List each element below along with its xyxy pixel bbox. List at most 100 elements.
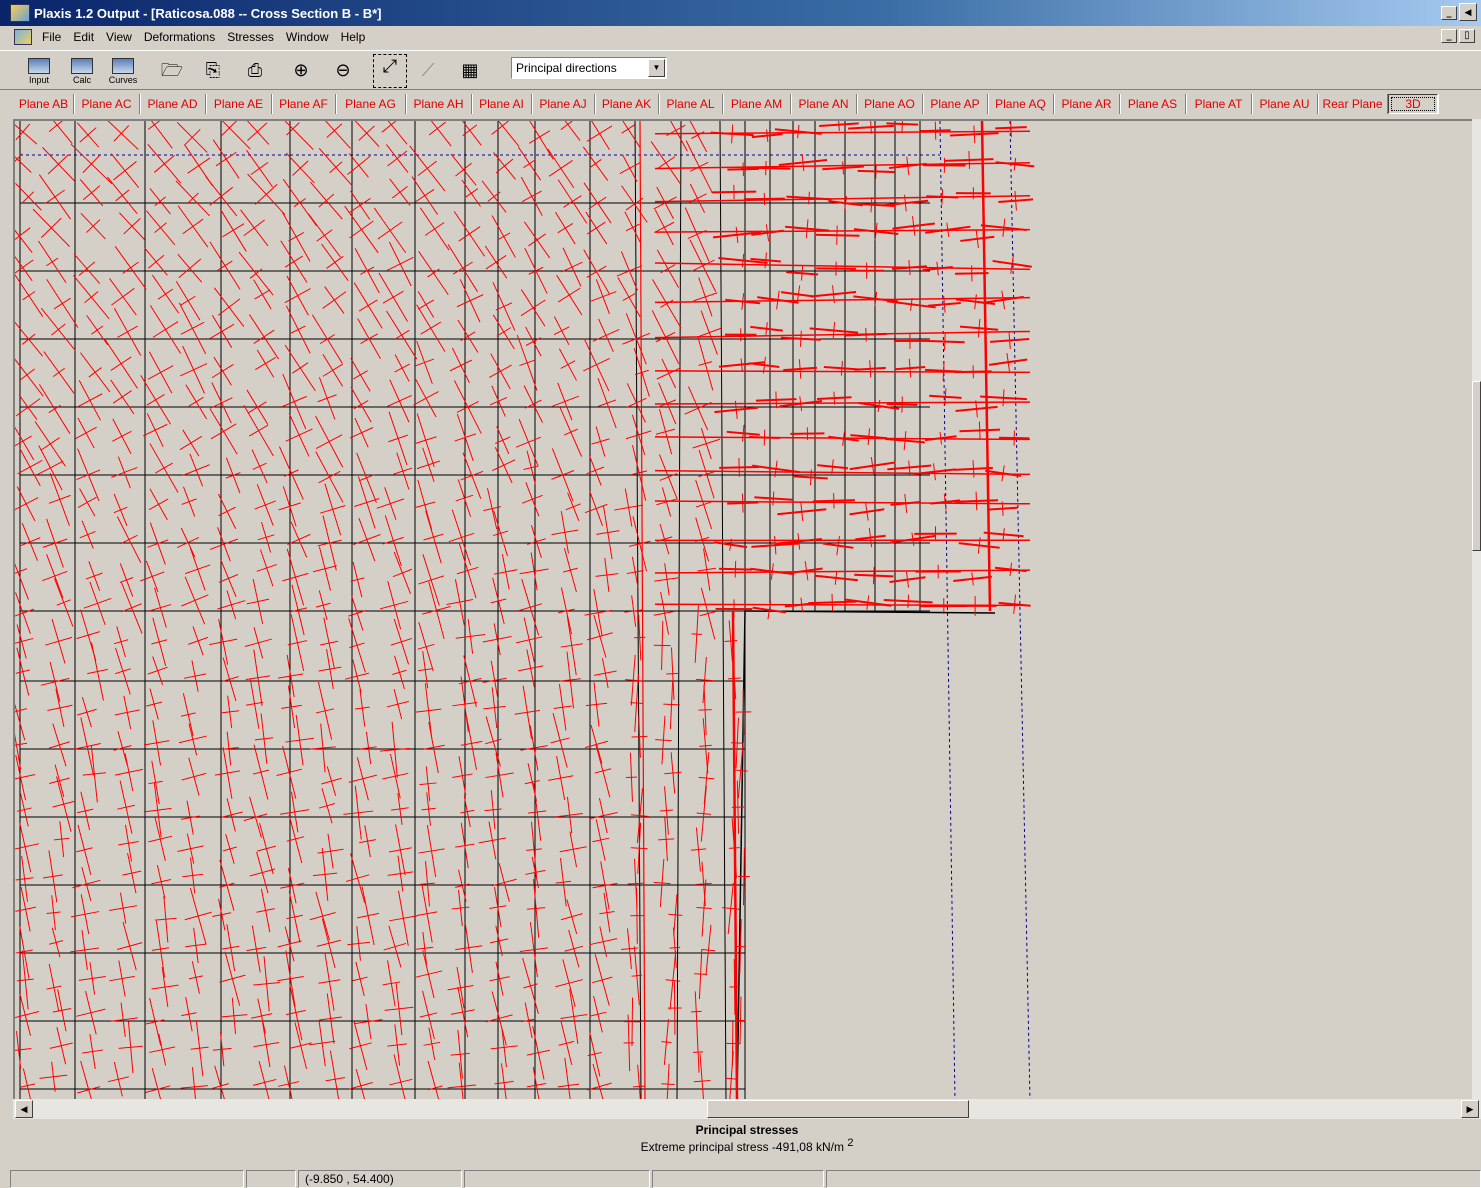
horizontal-scroll-thumb[interactable]	[707, 1100, 969, 1118]
principal-stress-cross	[656, 428, 676, 435]
vertical-scrollbar[interactable]	[1472, 119, 1481, 1099]
principal-stress-cross	[631, 470, 648, 476]
principal-stress-cross	[586, 125, 613, 142]
principal-stress-cross	[526, 1049, 550, 1056]
tab-plane-aj[interactable]: Plane AJ	[532, 94, 595, 114]
principal-stress-cross	[219, 882, 235, 888]
principal-stress-cross	[589, 1011, 607, 1017]
principal-stress-cross	[225, 472, 241, 479]
print-icon[interactable]: ⎙	[247, 60, 263, 81]
table-icon[interactable]: ▦	[461, 60, 479, 81]
input-button[interactable]: Input	[22, 54, 56, 88]
tab-plane-aq[interactable]: Plane AQ	[988, 94, 1054, 114]
principal-stress-cross	[555, 979, 583, 988]
tab-plane-ak[interactable]: Plane AK	[595, 94, 659, 114]
tab-plane-as[interactable]: Plane AS	[1120, 94, 1186, 114]
tab-plane-au[interactable]: Plane AU	[1252, 94, 1318, 114]
zoom-in-icon[interactable]: ⊕	[293, 60, 309, 81]
document-icon[interactable]	[14, 29, 32, 45]
principal-stress-cross	[520, 299, 546, 317]
principal-stress-cross	[596, 530, 620, 535]
curves-button[interactable]: Curves	[106, 54, 140, 88]
principal-stress-cross	[528, 810, 547, 814]
tab-plane-ao[interactable]: Plane AO	[857, 94, 923, 114]
annotation-icon[interactable]: ⟋	[421, 60, 435, 81]
principal-stress-cross	[550, 737, 570, 744]
tab-plane-ab[interactable]: Plane AB	[14, 94, 74, 114]
reset-view-icon[interactable]: ⤢	[373, 54, 407, 88]
cross-section-canvas[interactable]	[13, 119, 1481, 1099]
tab-plane-af[interactable]: Plane AF	[272, 94, 336, 114]
tab-3d[interactable]: 3D	[1388, 94, 1438, 114]
menu-edit[interactable]: Edit	[73, 30, 95, 44]
principal-stress-cross	[220, 1014, 248, 1018]
principal-stress-cross	[384, 1006, 414, 1011]
principal-stress-cross	[489, 364, 512, 378]
principal-stress-cross	[452, 261, 473, 275]
principal-stress-cross	[388, 434, 408, 443]
principal-stress-cross	[514, 709, 540, 715]
principal-stress-cross	[347, 941, 371, 946]
tab-plane-ar[interactable]: Plane AR	[1054, 94, 1120, 114]
menu-deformations[interactable]: Deformations	[143, 30, 216, 44]
chevron-down-icon[interactable]: ▼	[648, 59, 665, 77]
menu-help[interactable]: Help	[340, 30, 366, 44]
tab-plane-ap[interactable]: Plane AP	[923, 94, 988, 114]
plaxis-app-icon[interactable]	[10, 4, 30, 22]
tab-scroll-left-button[interactable]: ◀	[1459, 3, 1477, 21]
principal-stress-cross	[349, 427, 374, 439]
copy-icon[interactable]: ⎘	[205, 60, 221, 81]
tab-plane-ae[interactable]: Plane AE	[206, 94, 272, 114]
principal-stress-cross	[246, 946, 267, 952]
tab-plane-ai[interactable]: Plane AI	[472, 94, 532, 114]
menu-window[interactable]: Window	[285, 30, 329, 44]
tab-plane-at[interactable]: Plane AT	[1186, 94, 1252, 114]
tab-plane-ac[interactable]: Plane AC	[74, 94, 140, 114]
principal-stress-cross	[243, 219, 265, 237]
principal-stress-cross	[118, 1045, 143, 1049]
tab-plane-am[interactable]: Plane AM	[723, 94, 791, 114]
minimize-button[interactable]: _	[1441, 6, 1457, 20]
principal-stress-cross	[112, 430, 132, 442]
principal-stress-cross	[599, 911, 615, 915]
menu-view[interactable]: View	[106, 30, 132, 44]
principal-stress-cross	[974, 294, 977, 310]
vertical-scroll-thumb[interactable]	[1472, 381, 1481, 551]
principal-stress-cross	[256, 564, 277, 572]
principal-stress-cross	[489, 905, 507, 910]
mdi-minimize-button[interactable]: _	[1441, 29, 1457, 43]
menu-file[interactable]: File	[42, 30, 62, 44]
principal-stress-cross	[800, 502, 804, 522]
mdi-restore-button[interactable]: ▯	[1459, 29, 1475, 43]
principal-stress-cross	[942, 360, 945, 381]
principal-stress-cross	[86, 219, 101, 233]
scroll-right-button[interactable]: ▶	[1461, 1100, 1479, 1118]
tab-plane-an[interactable]: Plane AN	[791, 94, 857, 114]
principal-stress-cross	[489, 938, 509, 944]
principal-stress-cross	[462, 124, 478, 137]
principal-stress-cross	[15, 124, 38, 145]
principal-stress-cross	[52, 1008, 72, 1013]
open-folder-icon[interactable]: 🗁	[160, 60, 184, 81]
tab-rear-plane[interactable]: Rear Plane	[1318, 94, 1388, 114]
tab-plane-ah[interactable]: Plane AH	[406, 94, 472, 114]
menu-stresses[interactable]: Stresses	[227, 30, 274, 44]
principal-stress-cross	[455, 162, 472, 177]
tab-plane-ag[interactable]: Plane AG	[336, 94, 406, 114]
principal-stress-cross	[15, 608, 35, 617]
principal-stress-cross	[592, 882, 618, 889]
tab-plane-al[interactable]: Plane AL	[659, 94, 723, 114]
principal-stress-cross	[182, 873, 204, 878]
principal-stress-cross	[661, 1041, 672, 1044]
view-type-select[interactable]: Principal directions ▼	[511, 57, 667, 79]
principal-stress-cross	[283, 1065, 293, 1099]
horizontal-scrollbar[interactable]: ◀ ▶	[13, 1099, 1481, 1119]
principal-stress-cross	[455, 883, 470, 888]
principal-stress-cross	[455, 945, 483, 951]
principal-stress-cross	[181, 594, 209, 607]
calc-button[interactable]: Calc	[65, 54, 99, 88]
scroll-left-button[interactable]: ◀	[15, 1100, 33, 1118]
zoom-out-icon[interactable]: ⊖	[335, 60, 351, 81]
tab-plane-ad[interactable]: Plane AD	[140, 94, 206, 114]
principal-stress-cross	[630, 814, 649, 817]
